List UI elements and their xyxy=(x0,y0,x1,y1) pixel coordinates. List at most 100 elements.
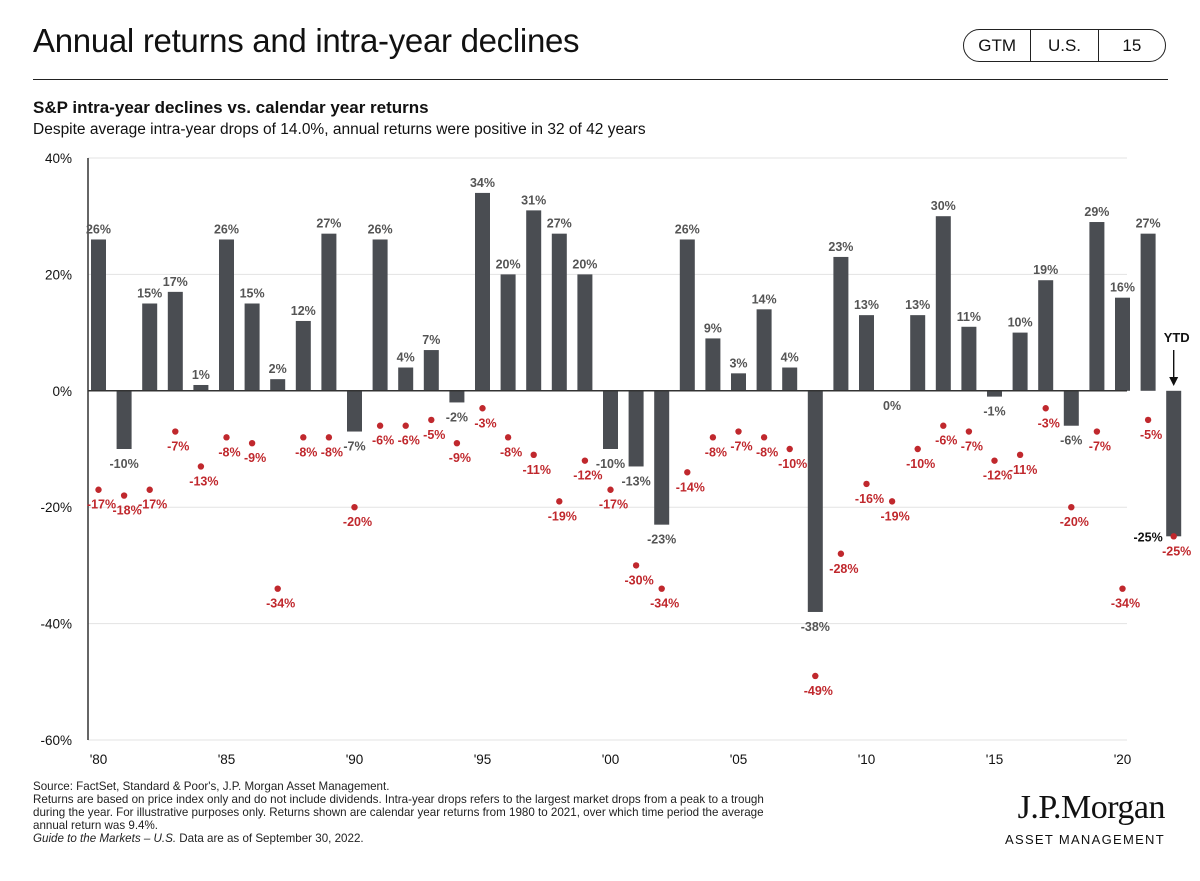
decline-label: -6% xyxy=(935,434,957,448)
badge-gtm: GTM xyxy=(978,35,1017,55)
return-label: 4% xyxy=(397,351,415,365)
return-bar xyxy=(551,233,567,391)
return-label: 14% xyxy=(752,292,777,306)
decline-point xyxy=(146,486,153,493)
decline-label: -7% xyxy=(730,440,752,454)
decline-point xyxy=(837,550,845,557)
page-badge: GTM U.S. 15 xyxy=(963,29,1166,62)
return-label: 15% xyxy=(240,287,265,301)
return-label: -7% xyxy=(343,440,365,454)
return-label: 17% xyxy=(163,275,188,289)
return-label: 13% xyxy=(854,298,879,312)
return-bar xyxy=(679,239,695,391)
return-label: -1% xyxy=(983,405,1005,419)
return-label: 20% xyxy=(572,257,597,271)
y-tick-label: 0% xyxy=(52,384,72,399)
return-bar xyxy=(347,390,362,432)
return-label: 20% xyxy=(496,257,521,271)
return-label: -10% xyxy=(110,457,139,471)
jpmorgan-logo: J.P.Morgan ASSET MANAGEMENT xyxy=(995,790,1165,848)
decline-point xyxy=(581,457,589,464)
return-bar xyxy=(577,274,593,391)
return-bar xyxy=(731,373,746,391)
decline-label: -8% xyxy=(500,445,522,459)
return-bar xyxy=(142,303,158,391)
decline-point xyxy=(172,428,179,435)
decline-point xyxy=(786,445,793,453)
decline-point xyxy=(530,451,537,459)
decline-label: -17% xyxy=(599,498,628,512)
decline-point xyxy=(888,498,896,505)
decline-point xyxy=(812,672,819,680)
decline-label: -49% xyxy=(804,684,833,698)
decline-point xyxy=(556,498,563,505)
return-bar xyxy=(91,239,106,391)
decline-point xyxy=(1068,504,1075,511)
decline-label: -17% xyxy=(87,498,116,512)
decline-label: -7% xyxy=(1089,440,1111,454)
decline-point xyxy=(965,428,973,435)
decline-point xyxy=(760,434,768,441)
decline-point xyxy=(248,439,256,447)
decline-label: -8% xyxy=(705,445,727,459)
decline-label: -34% xyxy=(650,597,679,611)
return-bar xyxy=(910,315,926,391)
decline-label: -12% xyxy=(573,469,602,483)
decline-label: -34% xyxy=(1111,597,1140,611)
decline-label: -12% xyxy=(983,469,1012,483)
return-label: 3% xyxy=(729,356,747,370)
decline-label: -16% xyxy=(855,492,884,506)
decline-label: -6% xyxy=(398,434,420,448)
y-tick-label: -60% xyxy=(40,733,72,748)
x-tick-label: '95 xyxy=(474,752,492,767)
decline-point xyxy=(914,445,921,453)
decline-label: -3% xyxy=(1038,416,1060,430)
return-bar xyxy=(244,303,260,391)
decline-label: -19% xyxy=(548,509,577,523)
decline-point xyxy=(1016,451,1024,459)
return-bar xyxy=(628,390,644,467)
decline-point xyxy=(991,457,998,464)
return-label: 11% xyxy=(957,310,981,324)
ytd-label: YTD xyxy=(1164,330,1190,345)
return-label: 19% xyxy=(1033,263,1058,277)
x-tick-label: '00 xyxy=(602,752,620,767)
decline-point xyxy=(95,486,102,493)
decline-label: -28% xyxy=(829,562,858,576)
decline-label: -17% xyxy=(138,498,167,512)
return-bar xyxy=(1140,233,1156,391)
footer-note-line-1: Returns are based on price index only an… xyxy=(33,793,764,806)
page-title: Annual returns and intra-year declines xyxy=(33,22,580,59)
decline-point xyxy=(197,463,205,470)
return-bar xyxy=(398,367,414,391)
return-bar xyxy=(321,233,337,391)
return-bar xyxy=(935,216,951,391)
decline-label: -9% xyxy=(244,451,266,465)
y-tick-label: 40% xyxy=(45,151,72,166)
decline-label: -7% xyxy=(167,440,189,454)
return-bar xyxy=(961,326,977,391)
decline-point xyxy=(735,428,742,435)
decline-label: -13% xyxy=(189,474,218,488)
decline-point xyxy=(1170,533,1177,540)
return-label: 34% xyxy=(470,176,495,190)
return-label: 31% xyxy=(521,193,546,207)
return-bar xyxy=(475,192,490,391)
x-tick-label: '05 xyxy=(730,752,748,767)
return-bar xyxy=(372,239,388,391)
return-label: 1% xyxy=(192,368,210,382)
return-label: -23% xyxy=(647,533,676,547)
header-divider xyxy=(33,79,1168,80)
chart-subtitle: Despite average intra-year drops of 14.0… xyxy=(33,121,646,138)
return-label: -2% xyxy=(446,410,468,424)
decline-point xyxy=(1144,416,1152,424)
y-tick-label: -20% xyxy=(40,500,72,515)
decline-label: -10% xyxy=(778,457,807,471)
badge-page-number: 15 xyxy=(1097,30,1165,61)
decline-point xyxy=(607,486,614,493)
return-label: 23% xyxy=(828,240,853,254)
decline-point xyxy=(1119,585,1126,592)
return-label: -10% xyxy=(596,457,625,471)
return-bar xyxy=(167,291,183,391)
return-label: 2% xyxy=(269,362,287,376)
